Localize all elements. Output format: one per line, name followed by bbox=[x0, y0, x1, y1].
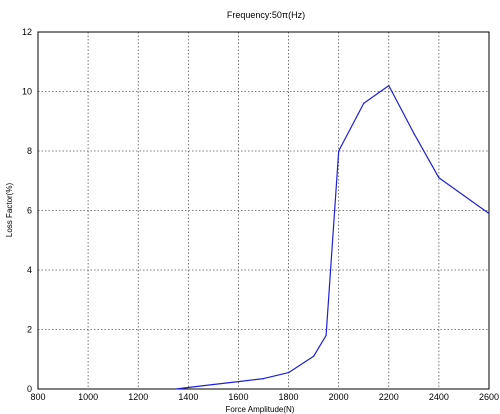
x-tick-label: 2400 bbox=[429, 392, 449, 402]
data-point bbox=[338, 150, 340, 152]
x-tick-label: 1000 bbox=[78, 392, 98, 402]
series-line-0 bbox=[175, 84, 490, 390]
y-tick-label: 4 bbox=[27, 265, 32, 275]
plot-area bbox=[37, 31, 490, 390]
x-tick-label: 2600 bbox=[479, 392, 499, 402]
y-tick-label: 8 bbox=[27, 146, 32, 156]
x-tick-label: 1800 bbox=[279, 392, 299, 402]
data-point bbox=[187, 386, 189, 389]
data-point bbox=[413, 132, 415, 134]
grid bbox=[38, 32, 489, 389]
data-point bbox=[325, 334, 327, 336]
data-point bbox=[237, 381, 239, 383]
y-axis-label: Loss Factor(%) bbox=[5, 183, 14, 238]
data-point bbox=[463, 195, 465, 197]
data-point bbox=[438, 177, 440, 179]
series-layer bbox=[175, 84, 490, 390]
x-tick-label: 2000 bbox=[329, 392, 349, 402]
data-point bbox=[212, 383, 214, 386]
x-axis-label: Force Amplitude(N) bbox=[226, 405, 295, 414]
tick-labels: 800 1000 1200 1400 1600 1800 2000 2200 2400 2600 0… bbox=[22, 27, 499, 402]
y-tick-label: 6 bbox=[27, 206, 32, 216]
x-tick-label: 1400 bbox=[178, 392, 198, 402]
data-point bbox=[313, 355, 315, 357]
data-point bbox=[288, 372, 290, 374]
data-point bbox=[363, 102, 365, 104]
x-tick-label: 2200 bbox=[379, 392, 399, 402]
data-point bbox=[488, 212, 490, 215]
chart-title: Frequency:50π(Hz) bbox=[227, 10, 305, 20]
y-tick-label: 2 bbox=[27, 325, 32, 335]
y-tick-label: 12 bbox=[22, 27, 32, 37]
data-point bbox=[388, 85, 390, 87]
x-tick-label: 800 bbox=[30, 392, 45, 402]
y-tick-label: 0 bbox=[27, 384, 32, 394]
x-tick-label: 1600 bbox=[228, 392, 248, 402]
x-tick-label: 1200 bbox=[128, 392, 148, 402]
data-point bbox=[262, 378, 265, 380]
y-tick-label: 10 bbox=[22, 87, 32, 97]
data-point bbox=[175, 388, 177, 390]
